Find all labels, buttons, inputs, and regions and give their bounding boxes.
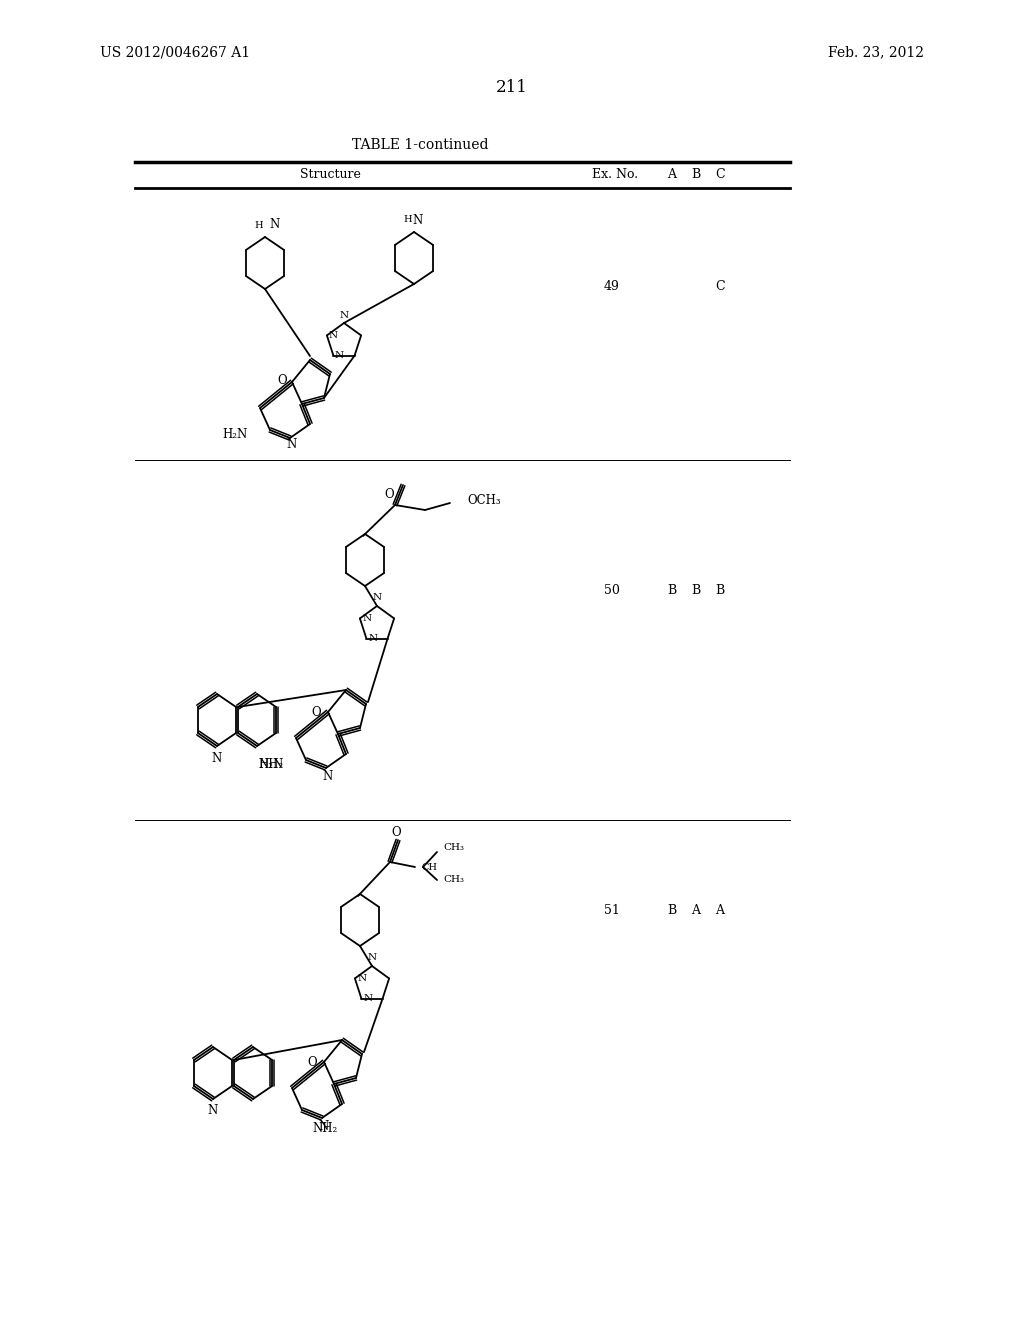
Text: O: O [311, 705, 321, 718]
Text: NH₂: NH₂ [259, 758, 284, 771]
Text: N: N [364, 994, 373, 1003]
Text: H₂N: H₂N [259, 758, 284, 771]
Text: A: A [668, 169, 677, 181]
Text: N: N [269, 219, 280, 231]
Text: N: N [369, 634, 378, 643]
Text: H: H [403, 215, 413, 224]
Text: NH₂: NH₂ [312, 1122, 337, 1134]
Text: 51: 51 [604, 903, 620, 916]
Text: N: N [339, 310, 348, 319]
Text: OCH₃: OCH₃ [467, 495, 501, 507]
Text: B: B [691, 169, 700, 181]
Text: US 2012/0046267 A1: US 2012/0046267 A1 [100, 45, 250, 59]
Text: A: A [716, 903, 725, 916]
Text: N: N [413, 214, 423, 227]
Text: N: N [212, 751, 222, 764]
Text: H: H [255, 220, 263, 230]
Text: O: O [278, 374, 287, 387]
Text: B: B [716, 583, 725, 597]
Text: N: N [323, 770, 333, 783]
Text: N: N [373, 594, 382, 602]
Text: B: B [668, 583, 677, 597]
Text: 49: 49 [604, 281, 620, 293]
Text: Structure: Structure [300, 169, 360, 181]
Text: O: O [307, 1056, 316, 1068]
Text: TABLE 1-continued: TABLE 1-continued [352, 139, 488, 152]
Text: O: O [391, 825, 400, 838]
Text: N: N [335, 351, 344, 360]
Text: CH₃: CH₃ [443, 875, 464, 884]
Text: N: N [287, 437, 297, 450]
Text: Ex. No.: Ex. No. [592, 169, 638, 181]
Text: 211: 211 [496, 79, 528, 96]
Text: A: A [691, 903, 700, 916]
Text: N: N [368, 953, 377, 962]
Text: CH: CH [422, 863, 438, 873]
Text: Feb. 23, 2012: Feb. 23, 2012 [828, 45, 924, 59]
Text: 50: 50 [604, 583, 620, 597]
Text: N: N [208, 1105, 218, 1118]
Text: N: N [329, 331, 338, 341]
Text: H₂N: H₂N [223, 428, 248, 441]
Text: B: B [668, 903, 677, 916]
Text: C: C [715, 281, 725, 293]
Text: N: N [318, 1119, 329, 1133]
Text: N: N [362, 614, 372, 623]
Text: N: N [357, 974, 367, 983]
Text: CH₃: CH₃ [443, 843, 464, 853]
Text: C: C [715, 169, 725, 181]
Text: B: B [691, 583, 700, 597]
Text: O: O [384, 488, 394, 502]
